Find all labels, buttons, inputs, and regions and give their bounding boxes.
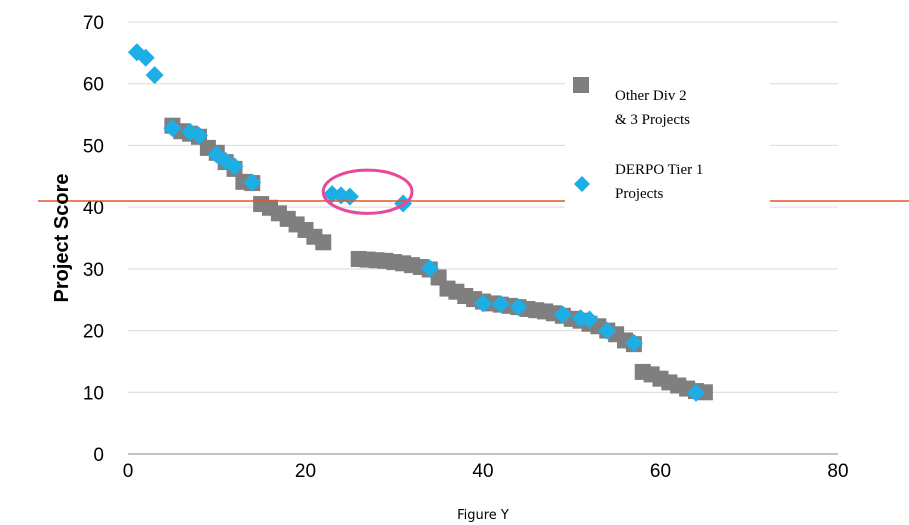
point-derpo-8 xyxy=(225,157,244,176)
x-tick-label-40: 40 xyxy=(472,461,493,482)
legend: Other Div 2 & 3 Projects DERPO Tier 1 Pr… xyxy=(565,58,770,218)
gridlines xyxy=(128,21,838,455)
y-tick-labels: 0 10 20 30 40 50 60 70 xyxy=(83,13,104,466)
y-tick-label-10: 10 xyxy=(83,383,104,404)
point-derpo-3 xyxy=(163,119,182,138)
x-tick-label-60: 60 xyxy=(650,461,671,482)
y-tick-label-30: 30 xyxy=(83,260,104,281)
legend-marker-derpo xyxy=(574,176,590,192)
x-axis-title: Figure Y xyxy=(457,508,509,523)
highlight-ellipse xyxy=(321,168,414,215)
point-derpo-17 xyxy=(509,298,528,317)
x-tick-label-20: 20 xyxy=(295,461,316,482)
legend-marker-other-div xyxy=(573,77,589,93)
y-tick-label-50: 50 xyxy=(83,136,104,157)
point-derpo-2 xyxy=(145,66,164,85)
y-tick-label-60: 60 xyxy=(83,75,104,96)
y-tick-label-20: 20 xyxy=(83,322,104,343)
point-derpo-23 xyxy=(687,383,705,402)
y-tick-label-70: 70 xyxy=(83,13,104,34)
y-tick-label-0: 0 xyxy=(93,445,104,466)
legend-label-derpo: DERPO Tier 1 Projects xyxy=(615,162,707,202)
point-derpo-18 xyxy=(553,305,572,324)
legend-label-other-div: Other Div 2 & 3 Projects xyxy=(615,88,690,128)
x-tick-label-80: 80 xyxy=(827,461,848,482)
point-derpo-9 xyxy=(243,173,262,192)
y-axis-title: Project Score xyxy=(51,174,73,303)
x-tick-label-0: 0 xyxy=(123,461,134,482)
x-tick-labels: 0 20 40 60 80 xyxy=(123,461,849,482)
point-derpo-21 xyxy=(598,321,617,340)
data-points xyxy=(127,43,713,402)
point-derpo-5 xyxy=(190,126,208,145)
point-derpo-14 xyxy=(420,259,439,278)
point-derpo-16 xyxy=(491,295,510,314)
y-tick-label-40: 40 xyxy=(83,198,104,219)
legend-background xyxy=(565,58,770,218)
point-derpo-22 xyxy=(624,333,643,352)
point-other-div-17 xyxy=(315,234,332,251)
point-derpo-20 xyxy=(580,310,599,329)
point-derpo-1 xyxy=(136,48,155,67)
point-derpo-15 xyxy=(474,294,492,313)
